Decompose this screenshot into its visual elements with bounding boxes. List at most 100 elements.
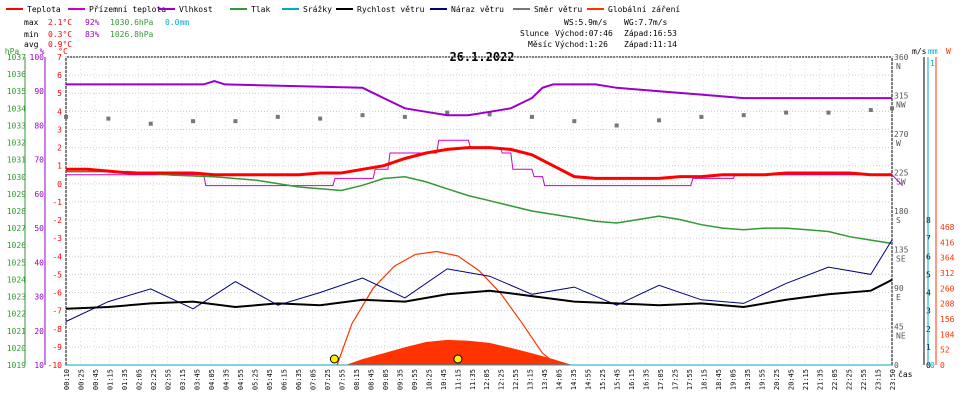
y-tick-label: -7 [52,307,62,316]
y-tick-label: -2 [52,216,62,225]
y-tick-label: -4 [52,252,62,261]
y-tick-label: 4 [57,107,62,116]
x-tick-label: 17:55 [686,369,694,390]
x-tick-label: 08:45 [367,369,375,390]
wind-dir-tick: 360 [894,53,909,62]
y-tick-label: 60 [34,190,44,199]
x-tick-label: 02:05 [135,369,143,390]
x-tick-label: 05:25 [251,369,259,390]
y-axis-label: % [40,47,45,56]
wind-dir-point [148,121,153,126]
y-tick-label: 1028 [7,207,26,216]
info-moon-label: Měsíc [528,40,552,49]
x-tick-label: 16:35 [643,369,651,390]
y-tick-label: 30 [34,293,44,302]
x-tick-label: 00:10 [63,369,71,390]
wind-dir-point [826,110,831,115]
x-tick-label: 20:45 [788,369,796,390]
y-tick-label: 1036 [7,70,26,79]
info-sunrise: Východ:07:46 [555,29,613,38]
plot-frame [65,56,893,366]
y-tick-label: -6 [52,289,62,298]
x-tick-label: 21:35 [817,369,825,390]
info-wg: WG:7.7m/s [624,18,668,27]
radiation-tick: 468 [940,223,955,232]
x-tick-label: 01:15 [106,369,114,390]
wind-dir-point [275,114,280,119]
x-tick-label: 17:25 [672,369,680,390]
x-tick-label: 23:50 [889,369,897,390]
wind-dir-point [106,116,111,121]
legend-label: Vlhkost [179,5,213,14]
temperature-line [66,146,892,180]
sun-marker [453,354,463,364]
x-tick-label: 22:05 [831,369,839,390]
y-axis-label: hPa [5,47,20,56]
wind-dir-point [614,123,619,128]
x-tick-label: 22:55 [860,369,868,390]
x-tick-label: 07:05 [309,369,317,390]
stats-min-press: 1026.8hPa [110,30,154,39]
radiation-tick: 52 [940,346,950,355]
x-tick-label: 10:25 [425,369,433,390]
radiation-area [345,339,573,365]
x-tick-label: 07:55 [338,369,346,390]
wind-dir-tick: 270 [894,130,909,139]
stats-max-temp: 2.1°C [48,18,72,27]
wind-dir-compass: NE [896,332,906,341]
y-tick-label: 1025 [7,258,26,267]
info-moonset: Západ:11:14 [624,40,677,49]
y-tick-label: 10 [34,361,44,370]
wind-dir-point [360,113,365,118]
x-tick-label: 17:05 [657,369,665,390]
x-tick-label: 06:35 [295,369,303,390]
wind-dir-point [868,108,873,113]
y-tick-label: -5 [52,270,62,279]
x-tick-label: 06:15 [280,369,288,390]
stats-max-label: max [24,18,39,27]
x-tick-label: 00:25 [77,369,85,390]
y-tick-label: 1026 [7,241,26,250]
x-tick-label: 13:15 [527,369,535,390]
x-tick-label: 14:35 [570,369,578,390]
wind-dir-tick: 315 [894,92,909,101]
wind-dir-point [572,119,577,124]
y-tick-label: 1022 [7,310,26,319]
wind-dir-point [318,116,323,121]
y-tick-label: 1019 [7,361,26,370]
x-tick-label: 16:15 [628,369,636,390]
y-tick-label: 1029 [7,190,26,199]
wind-dir-compass: SE [896,255,906,264]
radiation-axis-label: W [946,47,951,56]
radiation-tick: 364 [940,254,955,263]
info-block: WS:5.9m/s WG:7.7m/s Slunce Východ:07:46 … [520,18,677,49]
legend-label: Směr větru [534,5,582,14]
y-tick-label: 7 [57,53,62,62]
radiation-tick: 312 [940,269,955,278]
x-tick-label: 15:25 [599,369,607,390]
legend: Teplota Přízemní teplota Vlhkost Tlak Srážky… [6,5,680,14]
stats-min-hum: 83% [85,30,100,39]
wind-dir-tick: 180 [894,207,909,216]
rain-axis-label: mm [928,47,938,56]
y-tick-label: 6 [57,71,62,80]
stats-max-press: 1030.6hPa [110,18,154,27]
gust-line [65,239,893,322]
x-tick-label: 04:05 [208,369,216,390]
y-tick-label: 1032 [7,139,26,148]
stats-block: max 2.1°C 92% 1030.6hPa 0.0mm min 0.3°C … [24,18,189,49]
y-tick-label: 1031 [7,156,26,165]
y-tick-label: 1034 [7,104,26,113]
radiation-tick: 104 [940,330,955,339]
x-tick-label: 13:45 [541,369,549,390]
plot-area [64,79,903,366]
wind-dir-tick: 225 [894,169,909,178]
x-tick-label: 19:55 [759,369,767,390]
radiation-tick: 260 [940,284,955,293]
wind-dir-compass: E [896,293,901,302]
wind-dir-compass: N [896,62,901,71]
x-tick-label: 19:35 [744,369,752,390]
y-tick-label: 1020 [7,344,26,353]
radiation-tick: 0 [940,361,945,370]
wind-dir-point [741,113,746,118]
